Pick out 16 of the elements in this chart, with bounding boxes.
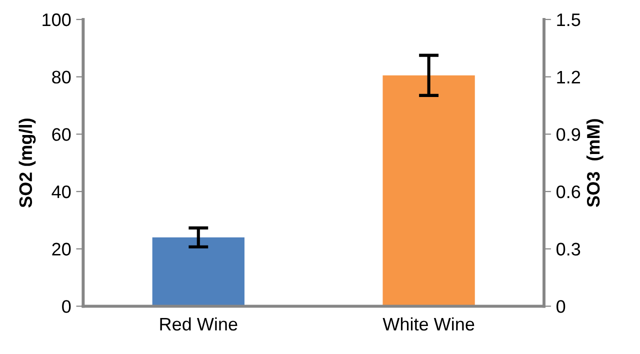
y2-tick-label: 1.2 [557,70,580,84]
y-axis-title: SO2 (mg/l) [18,118,36,208]
y-tick-label: 40 [52,185,71,198]
x-tick-label: White Wine [382,317,474,331]
y-tick-label: 60 [52,128,71,141]
y2-tick-label: 0.3 [556,242,580,256]
y2-tick-label: 0.6 [556,185,580,198]
x-tick-label: Red Wine [160,317,238,331]
y2-tick-label: 0 [556,300,566,313]
y-tick-label: 80 [52,70,71,84]
y2-axis-title: SO3 (mM) [586,119,604,207]
y2-tick-label: 1.5 [557,14,580,26]
y-tick-label: 20 [52,242,71,256]
y2-tick-label: 0.9 [556,128,580,141]
y-tick-label: 100 [42,13,71,26]
y-tick-label: 0 [62,300,71,313]
